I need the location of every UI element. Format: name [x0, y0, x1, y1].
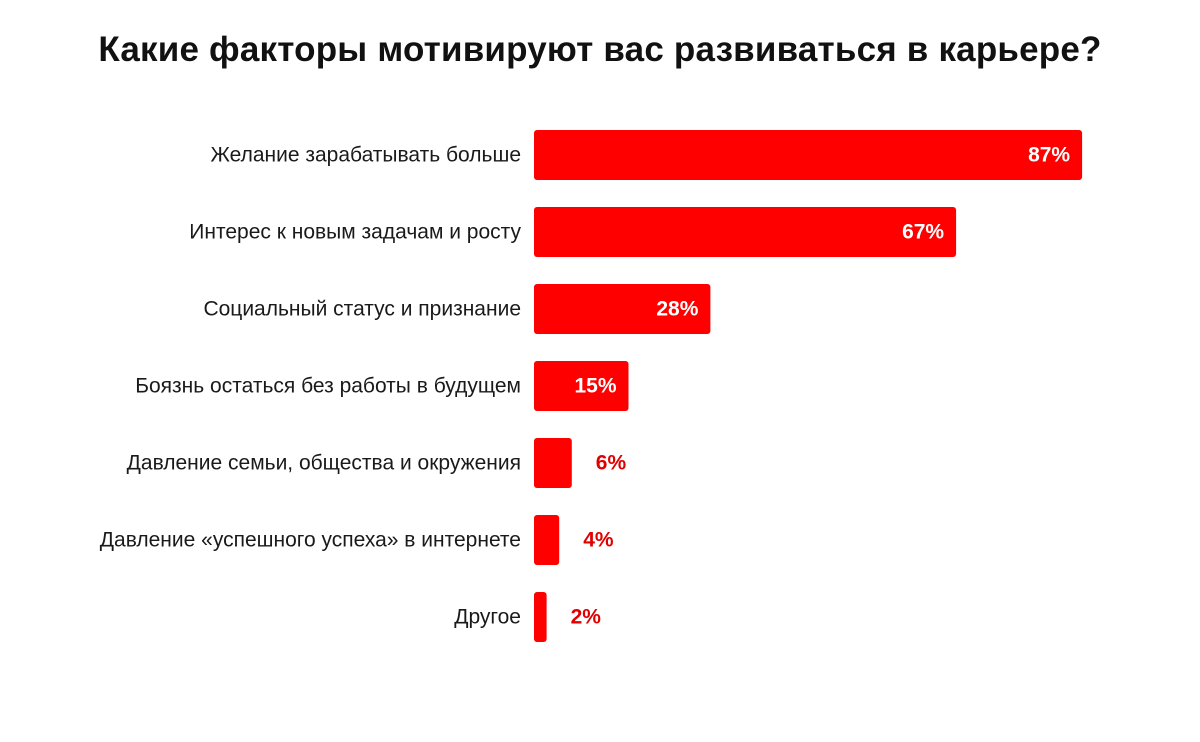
- value-label: 67%: [902, 221, 944, 244]
- bar: [534, 361, 629, 411]
- chart-title: Какие факторы мотивируют вас развиваться…: [98, 30, 1102, 69]
- bar: [534, 207, 957, 257]
- category-label: Давление семьи, общества и окружения: [127, 452, 521, 475]
- value-label: 15%: [574, 375, 616, 398]
- value-label: 6%: [596, 452, 627, 475]
- bar: [534, 130, 1083, 180]
- category-label: Социальный статус и признание: [203, 298, 521, 321]
- category-label: Другое: [454, 606, 521, 629]
- value-label: 2%: [571, 606, 602, 629]
- bar: [534, 284, 711, 334]
- value-label: 28%: [656, 298, 698, 321]
- category-label: Интерес к новым задачам и росту: [189, 221, 521, 244]
- bar: [534, 515, 560, 565]
- category-label: Давление «успешного успеха» в интернете: [100, 529, 521, 552]
- value-label: 87%: [1028, 144, 1070, 167]
- category-label: Желание зарабатывать больше: [210, 144, 521, 167]
- bar: [534, 592, 547, 642]
- category-label: Боязнь остаться без работы в будущем: [135, 375, 521, 398]
- bar: [534, 438, 572, 488]
- value-label: 4%: [583, 529, 614, 552]
